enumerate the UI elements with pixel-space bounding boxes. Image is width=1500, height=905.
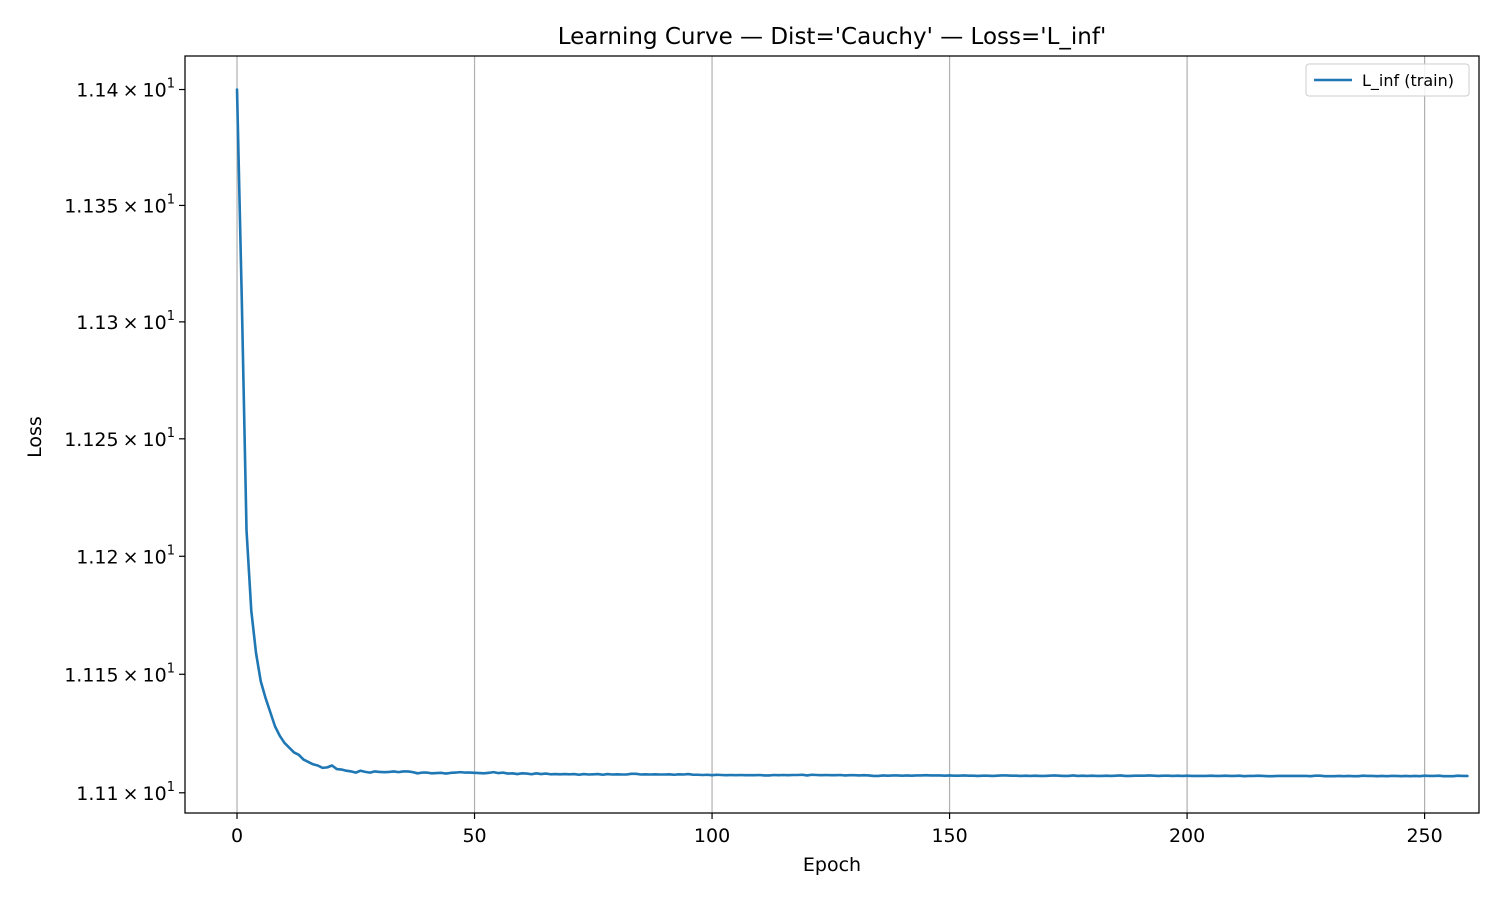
x-tick-label: 200: [1169, 825, 1205, 847]
legend-label: L_inf (train): [1362, 71, 1454, 91]
y-tick-label: 1.14 × 101: [76, 77, 175, 102]
x-tick-label: 250: [1406, 825, 1442, 847]
x-tick-label: 0: [231, 825, 243, 847]
y-axis-label: Loss: [24, 416, 46, 458]
y-axis-ticks: 1.11 × 101 1.115 × 101 1.12 × 101 1.125 × 101 1.13 × 1…: [64, 77, 185, 805]
y-tick-label: 1.125 × 101: [64, 426, 175, 451]
series-line: [235, 88, 1469, 778]
x-tick-label: 150: [931, 825, 967, 847]
x-tick-label: 50: [462, 825, 486, 847]
x-axis-label: Epoch: [803, 854, 861, 876]
y-tick-label: 1.11 × 101: [76, 780, 175, 805]
grid-lines: [236, 56, 1426, 813]
legend: L_inf (train): [1305, 63, 1470, 97]
x-axis-ticks: 0 50 100 150 200 250: [231, 813, 1443, 847]
y-tick-label: 1.13 × 101: [76, 309, 175, 334]
chart-title: Learning Curve — Dist='Cauchy' — Loss='L…: [558, 24, 1107, 50]
x-tick-label: 100: [694, 825, 730, 847]
y-tick-label: 1.12 × 101: [76, 543, 175, 568]
y-tick-label: 1.135 × 101: [64, 192, 175, 217]
plot-area: [235, 88, 1469, 778]
plot-frame: [184, 55, 1480, 814]
y-tick-label: 1.115 × 101: [64, 661, 175, 686]
legend-box: [1305, 63, 1470, 97]
